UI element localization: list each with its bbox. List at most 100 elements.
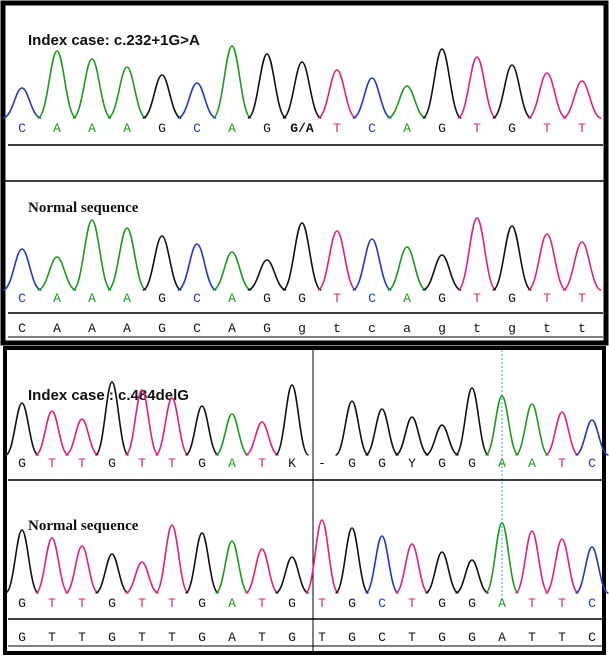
base-call: G <box>288 596 296 611</box>
base-call: T <box>543 121 551 136</box>
reference-base: C <box>588 630 596 645</box>
reference-base: T <box>78 630 86 645</box>
base-call: G <box>298 291 306 306</box>
base-call: G <box>348 456 356 471</box>
base-call: - <box>318 456 326 471</box>
base-call: A <box>528 456 536 471</box>
reference-base: G <box>288 630 296 645</box>
figure: Index case: c.232+1G>ACAAAGCAGG/ATCAGTGT… <box>0 0 609 656</box>
base-call: A <box>88 291 96 306</box>
base-call: G <box>508 121 516 136</box>
base-call: T <box>258 596 266 611</box>
base-call: G <box>438 291 446 306</box>
base-call: Y <box>408 456 416 471</box>
base-call: G <box>158 291 166 306</box>
reference-base: G <box>198 630 206 645</box>
base-call: T <box>138 596 146 611</box>
base-call: G <box>18 456 26 471</box>
base-call: G <box>108 596 116 611</box>
base-call: C <box>588 596 596 611</box>
base-call: T <box>473 121 481 136</box>
reference-base: g <box>298 321 306 336</box>
base-call: G <box>108 456 116 471</box>
reference-base: A <box>123 321 131 336</box>
base-call: T <box>78 596 86 611</box>
reference-base: A <box>228 321 236 336</box>
reference-base: T <box>48 630 56 645</box>
base-call: T <box>78 456 86 471</box>
base-call: A <box>123 121 131 136</box>
base-call: T <box>558 456 566 471</box>
reference-base: g <box>438 321 446 336</box>
base-call: T <box>318 596 326 611</box>
base-call: G/A <box>290 121 314 136</box>
base-call: G <box>263 291 271 306</box>
base-call: C <box>378 596 386 611</box>
reference-base: G <box>108 630 116 645</box>
base-call: G <box>18 596 26 611</box>
base-call: A <box>228 291 236 306</box>
base-call: T <box>168 456 176 471</box>
base-call: A <box>403 291 411 306</box>
reference-base: C <box>193 321 201 336</box>
base-call: G <box>468 596 476 611</box>
reference-base: A <box>53 321 61 336</box>
base-call: T <box>333 121 341 136</box>
base-call: T <box>578 121 586 136</box>
base-call: C <box>18 291 26 306</box>
base-call: G <box>438 456 446 471</box>
base-call: A <box>53 121 61 136</box>
reference-base: t <box>333 321 341 336</box>
reference-base: T <box>408 630 416 645</box>
reference-base: t <box>473 321 481 336</box>
reference-base: a <box>403 321 411 336</box>
base-call: A <box>403 121 411 136</box>
reference-base: c <box>368 321 376 336</box>
reference-base: G <box>18 630 26 645</box>
reference-base: C <box>378 630 386 645</box>
base-call: T <box>333 291 341 306</box>
base-call: G <box>158 121 166 136</box>
base-call: T <box>473 291 481 306</box>
base-call: C <box>368 291 376 306</box>
reference-base: A <box>88 321 96 336</box>
reference-base: G <box>158 321 166 336</box>
base-call: K <box>288 456 296 471</box>
base-call: G <box>438 121 446 136</box>
reference-base: C <box>18 321 26 336</box>
base-call: C <box>588 456 596 471</box>
base-call: G <box>198 596 206 611</box>
base-call: T <box>48 596 56 611</box>
reference-base: G <box>263 321 271 336</box>
base-call: T <box>528 596 536 611</box>
base-call: T <box>168 596 176 611</box>
base-call: C <box>193 291 201 306</box>
reference-base: t <box>543 321 551 336</box>
base-call: T <box>408 596 416 611</box>
base-call: A <box>498 596 506 611</box>
base-call: A <box>53 291 61 306</box>
panel-title: Normal sequence <box>28 518 139 534</box>
reference-base: T <box>258 630 266 645</box>
reference-base: G <box>468 630 476 645</box>
base-call: C <box>193 121 201 136</box>
reference-base: T <box>528 630 536 645</box>
base-call: A <box>228 596 236 611</box>
reference-base: T <box>168 630 176 645</box>
base-call: A <box>228 121 236 136</box>
panel-title: Index case: c.232+1G>A <box>28 32 200 49</box>
reference-base: T <box>558 630 566 645</box>
base-call: T <box>258 456 266 471</box>
reference-base: t <box>578 321 586 336</box>
reference-base: A <box>498 630 506 645</box>
base-call: T <box>138 456 146 471</box>
panel-title: Normal sequence <box>28 200 139 216</box>
base-call: A <box>498 456 506 471</box>
base-call: G <box>198 456 206 471</box>
base-call: T <box>558 596 566 611</box>
base-call: T <box>48 456 56 471</box>
base-call: A <box>228 456 236 471</box>
base-call: C <box>18 121 26 136</box>
base-call: A <box>88 121 96 136</box>
base-call: G <box>263 121 271 136</box>
